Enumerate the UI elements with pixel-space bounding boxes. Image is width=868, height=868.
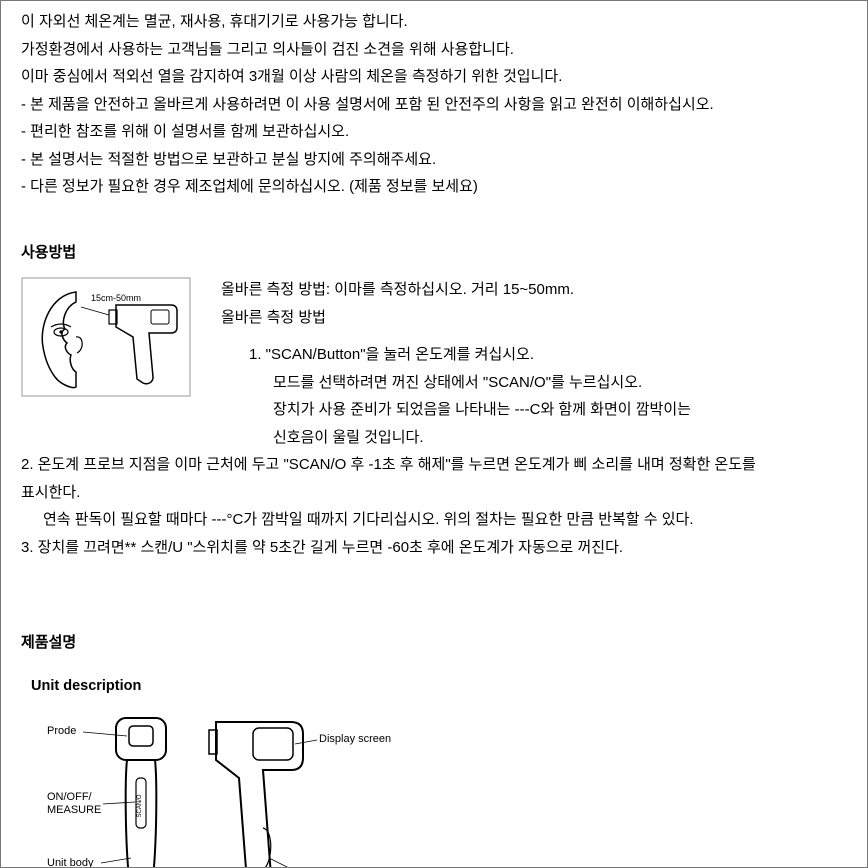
- front-view: SCAN/O: [116, 718, 166, 868]
- side-view: [209, 722, 303, 868]
- usage-title: 사용방법: [21, 240, 847, 266]
- svg-text:SCAN/O: SCAN/O: [137, 794, 143, 817]
- intro-line: - 다른 정보가 필요한 경우 제조업체에 문의하십시오. (제품 정보를 보세…: [21, 174, 847, 200]
- usage-substep: 신호음이 울릴 것입니다.: [221, 425, 691, 451]
- usage-step: 표시한다.: [21, 480, 847, 506]
- usage-substep: 연속 판독이 필요할 때마다 ---°C가 깜박일 때까지 기다리십시오. 위의…: [21, 507, 847, 533]
- usage-line: 올바른 측정 방법: [221, 305, 691, 331]
- label-prode: Prode: [47, 725, 76, 737]
- usage-continued: 2. 온도계 프로브 지점을 이마 근처에 두고 "SCAN/O 후 -1초 후…: [21, 452, 847, 560]
- usage-step: 3. 장치를 끄려면** 스캔/U "스위치를 약 5초간 길게 누르면 -60…: [21, 535, 847, 561]
- intro-line: 가정환경에서 사용하는 고객님들 그리고 의사들이 검진 소견을 위해 사용합니…: [21, 37, 847, 63]
- usage-substep: 장치가 사용 준비가 되었음을 나타내는 ---C와 함께 화면이 깜박이는: [221, 397, 691, 423]
- document-page: 이 자외선 체온계는 멸균, 재사용, 휴대기기로 사용가능 합니다. 가정환경…: [0, 0, 868, 868]
- usage-text: 올바른 측정 방법: 이마를 측정하십시오. 거리 15~50mm. 올바른 측…: [221, 277, 691, 452]
- usage-step: 1. "SCAN/Button"을 눌러 온도계를 켜십시오.: [221, 342, 691, 368]
- label-screen: Display screen: [319, 733, 391, 745]
- unit-description-title: Unit description: [31, 674, 847, 699]
- usage-line: 올바른 측정 방법: 이마를 측정하십시오. 거리 15~50mm.: [221, 277, 691, 303]
- intro-line: 이 자외선 체온계는 멸균, 재사용, 휴대기기로 사용가능 합니다.: [21, 9, 847, 35]
- label-body: Unit body: [47, 857, 94, 868]
- unit-description-illustration: SCAN/O Prode ON/OFF/ MEASURE Unit body D…: [41, 708, 401, 868]
- usage-figure: 15cm-50mm: [21, 277, 191, 397]
- intro-line: 이마 중심에서 적외선 열을 감지하여 3개월 이상 사람의 체온을 측정하기 …: [21, 64, 847, 90]
- intro-block: 이 자외선 체온계는 멸균, 재사용, 휴대기기로 사용가능 합니다. 가정환경…: [21, 9, 847, 200]
- unit-figure: SCAN/O Prode ON/OFF/ MEASURE Unit body D…: [41, 708, 847, 868]
- intro-line: - 본 제품을 안전하고 올바르게 사용하려면 이 사용 설명서에 포함 된 안…: [21, 92, 847, 118]
- forehead-scan-illustration: 15cm-50mm: [21, 277, 191, 397]
- intro-line: - 편리한 참조를 위해 이 설명서를 함께 보관하십시오.: [21, 119, 847, 145]
- label-onoff-2: MEASURE: [47, 804, 101, 816]
- distance-label: 15cm-50mm: [91, 293, 141, 303]
- label-onoff-1: ON/OFF/: [47, 791, 93, 803]
- product-title: 제품설명: [21, 630, 847, 656]
- usage-step: 2. 온도계 프로브 지점을 이마 근처에 두고 "SCAN/O 후 -1초 후…: [21, 452, 847, 478]
- usage-substep: 모드를 선택하려면 꺼진 상태에서 "SCAN/O"를 누르십시오.: [221, 370, 691, 396]
- usage-row: 15cm-50mm 올바른 측정 방법: 이마를 측정하십시오. 거리 15~5…: [21, 277, 847, 452]
- intro-line: - 본 설명서는 적절한 방법으로 보관하고 분실 방지에 주의해주세요.: [21, 147, 847, 173]
